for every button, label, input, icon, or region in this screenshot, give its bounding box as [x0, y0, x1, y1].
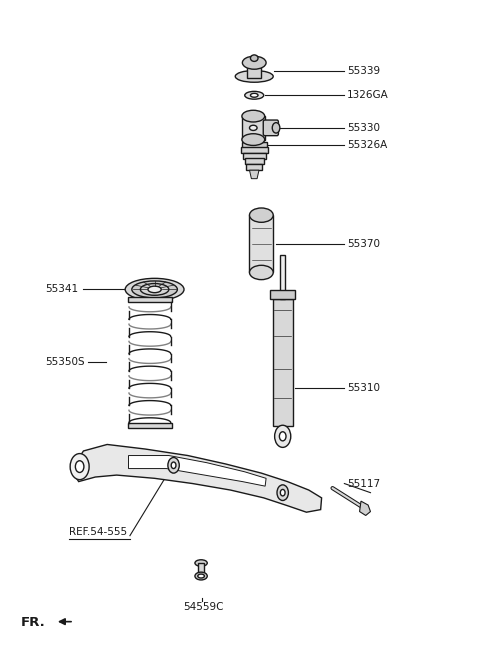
Ellipse shape [198, 574, 204, 578]
Bar [250, 215, 273, 273]
Ellipse shape [132, 281, 178, 298]
Polygon shape [129, 455, 266, 486]
Ellipse shape [277, 485, 288, 501]
Ellipse shape [242, 57, 266, 69]
Bar [242, 116, 264, 139]
Ellipse shape [235, 70, 273, 82]
Ellipse shape [250, 125, 257, 131]
Ellipse shape [245, 91, 264, 99]
Text: FR.: FR. [21, 616, 46, 629]
Ellipse shape [148, 286, 161, 292]
Text: 55339: 55339 [347, 66, 380, 76]
Ellipse shape [140, 284, 169, 295]
Ellipse shape [242, 110, 264, 122]
Polygon shape [250, 170, 259, 179]
Text: 55330: 55330 [347, 123, 380, 133]
Ellipse shape [279, 432, 286, 441]
Polygon shape [73, 444, 322, 512]
Ellipse shape [70, 453, 89, 480]
Text: 55310: 55310 [347, 384, 380, 394]
Bar [241, 147, 267, 153]
Text: 1326GA: 1326GA [347, 90, 388, 101]
Bar [128, 423, 172, 428]
Bar [198, 563, 204, 575]
Ellipse shape [75, 461, 84, 472]
Bar [128, 297, 172, 302]
Bar [280, 254, 285, 299]
Text: REF.54-555: REF.54-555 [69, 527, 127, 537]
Bar [243, 152, 265, 159]
Ellipse shape [125, 279, 184, 300]
Bar [245, 158, 264, 164]
Polygon shape [360, 501, 371, 516]
Text: 55117: 55117 [347, 478, 380, 489]
Bar [270, 290, 295, 299]
Ellipse shape [242, 134, 264, 145]
Bar [242, 141, 266, 148]
Text: 55370: 55370 [347, 238, 380, 249]
Text: 54559C: 54559C [183, 602, 224, 612]
Ellipse shape [275, 425, 291, 447]
Text: 55341: 55341 [46, 284, 79, 294]
Bar [247, 64, 261, 78]
Ellipse shape [250, 208, 273, 222]
Ellipse shape [251, 93, 258, 97]
Text: 55326A: 55326A [347, 140, 387, 150]
Ellipse shape [272, 123, 280, 133]
FancyBboxPatch shape [263, 120, 278, 136]
Ellipse shape [251, 55, 258, 61]
Ellipse shape [195, 572, 207, 580]
Bar [246, 164, 262, 170]
Ellipse shape [250, 265, 273, 280]
Ellipse shape [280, 489, 285, 496]
Ellipse shape [195, 560, 207, 566]
Ellipse shape [168, 457, 179, 473]
Text: 55350S: 55350S [46, 357, 85, 367]
Bar [273, 299, 293, 426]
Ellipse shape [171, 462, 176, 468]
